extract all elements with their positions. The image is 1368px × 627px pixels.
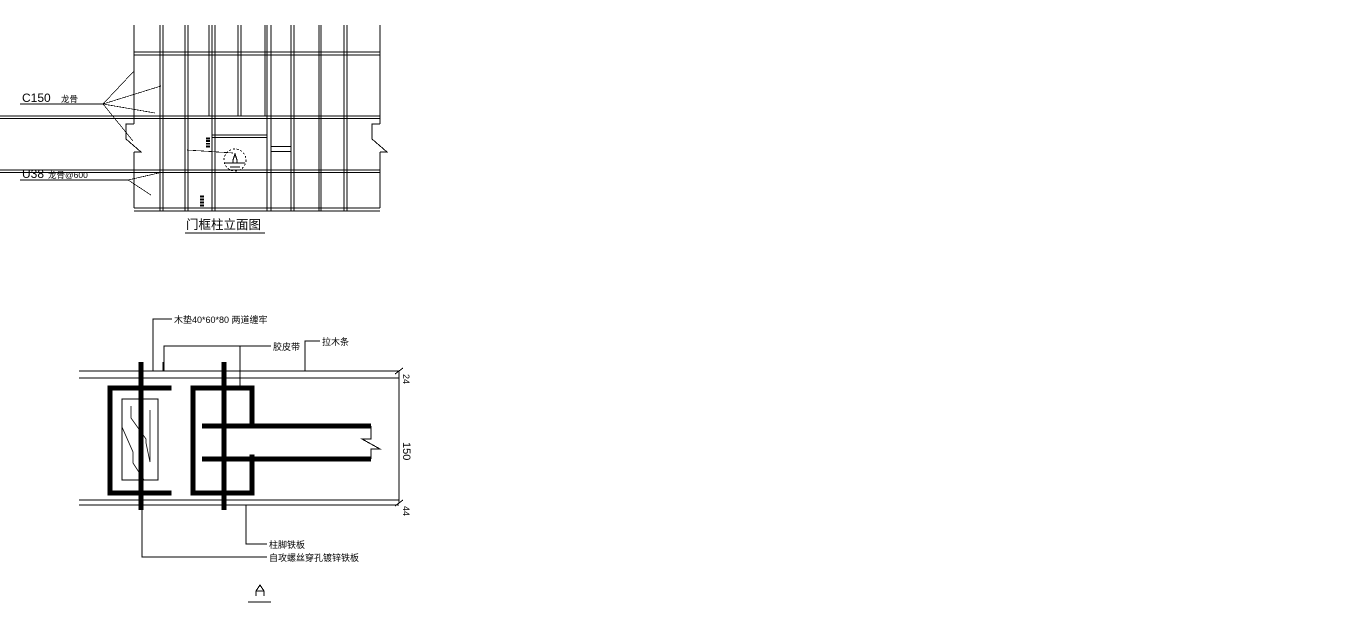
svg-text:自攻螺丝穿孔镀锌铁板: 自攻螺丝穿孔镀锌铁板 bbox=[269, 552, 359, 563]
svg-text:U38: U38 bbox=[22, 167, 44, 181]
svg-text:24: 24 bbox=[401, 374, 411, 384]
svg-text:门框柱立面图: 门框柱立面图 bbox=[186, 217, 261, 232]
svg-text:柱脚铁板: 柱脚铁板 bbox=[269, 539, 305, 550]
svg-text:150: 150 bbox=[400, 442, 412, 460]
svg-text:44: 44 bbox=[401, 506, 411, 516]
svg-text:C150: C150 bbox=[22, 91, 51, 105]
svg-text:拉木条: 拉木条 bbox=[322, 336, 349, 347]
svg-text:龙骨: 龙骨 bbox=[61, 94, 78, 104]
svg-text:木垫40*60*80 两道缠牢: 木垫40*60*80 两道缠牢 bbox=[174, 314, 268, 325]
svg-text:龙骨@600: 龙骨@600 bbox=[48, 170, 88, 180]
svg-text:胶皮带: 胶皮带 bbox=[273, 341, 300, 352]
